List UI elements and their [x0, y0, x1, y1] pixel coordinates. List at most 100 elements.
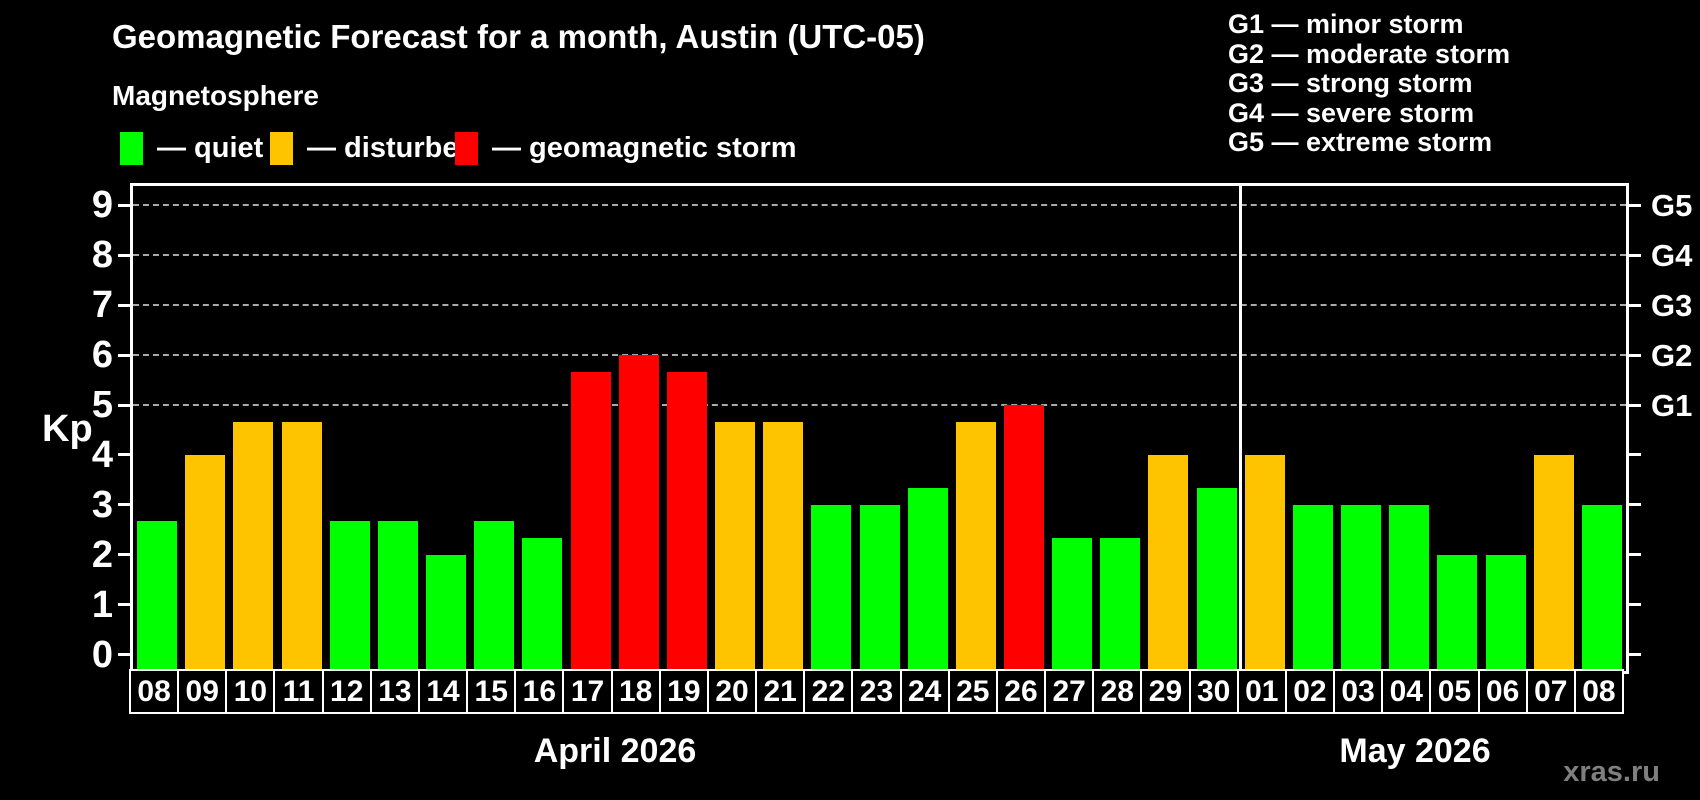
- month-label-april: April 2026: [533, 732, 697, 770]
- day-label-apr-15: 15: [466, 669, 517, 714]
- day-label-apr-29: 29: [1140, 669, 1191, 714]
- day-label-apr-25: 25: [947, 669, 998, 714]
- bar-apr-16: [522, 538, 563, 671]
- left-axis-tick-1: [118, 603, 130, 607]
- right-axis-tick-2: [1626, 553, 1641, 557]
- bar-apr-20: [715, 421, 756, 671]
- g-legend-item-g2: G2 — moderate storm: [1228, 38, 1511, 69]
- left-axis-tick-7: [118, 303, 130, 307]
- legend-label-quiet: — quiet: [157, 132, 264, 164]
- day-label-apr-20: 20: [706, 669, 758, 714]
- day-label-apr-21: 21: [755, 669, 806, 714]
- bar-may-03: [1341, 504, 1382, 671]
- bar-apr-30: [1196, 488, 1237, 671]
- bar-apr-08: [137, 521, 178, 671]
- right-axis-label-g2: G2: [1651, 338, 1693, 374]
- bar-apr-13: [377, 521, 418, 671]
- day-label-may-03: 03: [1333, 669, 1384, 714]
- y-axis-label-1: 1: [91, 583, 113, 626]
- magnetosphere-legend-title: Magnetosphere: [112, 80, 319, 111]
- left-axis-tick-8: [118, 253, 130, 257]
- day-label-may-02: 02: [1284, 669, 1336, 714]
- day-label-may-01: 01: [1236, 669, 1287, 714]
- gridline-kp8: [133, 254, 1626, 257]
- day-label-may-05: 05: [1429, 669, 1480, 714]
- disturbed-color-swatch: [270, 132, 293, 165]
- legend-item-quiet: — quiet: [120, 132, 263, 165]
- left-axis-tick-9: [118, 203, 130, 207]
- day-label-apr-09: 09: [177, 669, 228, 714]
- right-axis-label-g4: G4: [1651, 238, 1693, 274]
- storm-color-swatch: [455, 132, 478, 165]
- day-label-apr-10: 10: [225, 669, 276, 714]
- y-axis-title: Kp: [42, 408, 93, 450]
- bar-apr-26: [1003, 405, 1044, 671]
- bar-may-04: [1389, 504, 1430, 671]
- g-legend-item-g5: G5 — extreme storm: [1228, 127, 1493, 157]
- y-axis-label-3: 3: [91, 483, 113, 526]
- bar-may-01: [1244, 454, 1285, 671]
- bar-apr-25: [955, 421, 996, 671]
- bar-apr-28: [1100, 538, 1141, 671]
- day-label-apr-30: 30: [1188, 669, 1239, 714]
- y-axis-label-5: 5: [91, 384, 113, 427]
- gridline-kp9: [133, 204, 1626, 207]
- day-label-apr-12: 12: [321, 669, 372, 714]
- chart-title: Geomagnetic Forecast for a month, Austin…: [112, 18, 925, 55]
- day-label-apr-28: 28: [1092, 669, 1143, 714]
- day-label-apr-13: 13: [369, 669, 420, 714]
- legend-label-disturbed: — disturbed: [307, 132, 477, 164]
- y-axis-label-4: 4: [91, 433, 113, 476]
- right-axis-label-g1: G1: [1651, 388, 1693, 424]
- g-scale-legend: G1 — minor storm G2 — moderate storm G3 …: [1228, 9, 1511, 158]
- day-label-apr-26: 26: [995, 669, 1047, 714]
- gridline-kp7: [133, 304, 1626, 307]
- month-separator: [1239, 186, 1243, 671]
- left-axis-tick-3: [118, 503, 130, 507]
- watermark: xras.ru: [1563, 756, 1660, 788]
- day-label-apr-16: 16: [514, 669, 565, 714]
- g-legend-item-g3: G3 — strong storm: [1228, 68, 1473, 98]
- plot-area: 0 1 2 3 4 5 6 7 8 9 G1 G2 G3 G4 G5: [92, 183, 1692, 674]
- day-label-apr-14: 14: [417, 669, 469, 714]
- bar-apr-22: [811, 504, 852, 671]
- right-axis-tick-7: [1626, 303, 1641, 307]
- y-axis-label-8: 8: [91, 234, 113, 277]
- day-label-apr-18: 18: [610, 669, 661, 714]
- right-axis-tick-9: [1626, 203, 1641, 207]
- right-axis-tick-6: [1626, 353, 1641, 357]
- legend-label-storm: — geomagnetic storm: [492, 132, 797, 164]
- bar-apr-11: [281, 421, 322, 671]
- bar-apr-21: [763, 421, 804, 671]
- bar-apr-12: [329, 521, 370, 671]
- right-axis-tick-4: [1626, 453, 1641, 457]
- left-axis-tick-0: [118, 653, 130, 657]
- left-axis-tick-6: [118, 353, 130, 357]
- day-label-apr-23: 23: [851, 669, 902, 714]
- y-axis-label-9: 9: [91, 184, 113, 227]
- bar-may-06: [1485, 554, 1526, 671]
- left-axis-tick-5: [118, 403, 130, 407]
- bar-may-05: [1437, 554, 1478, 671]
- bar-may-02: [1292, 504, 1333, 671]
- day-label-apr-08: 08: [129, 669, 180, 714]
- x-axis-day-labels: 08 09 10 11 12 13 14 15 16 17 18 19 20 21 22 23 24 25 26 27…: [129, 669, 1624, 714]
- y-axis-label-2: 2: [91, 533, 113, 576]
- g-legend-item-g1: G1 — minor storm: [1228, 9, 1464, 39]
- quiet-color-swatch: [120, 132, 143, 165]
- bar-apr-23: [859, 504, 900, 671]
- y-axis-label-7: 7: [91, 284, 113, 327]
- bar-apr-14: [426, 554, 467, 671]
- bar-may-08: [1581, 504, 1622, 671]
- bar-apr-27: [1052, 538, 1093, 671]
- g-legend-item-g4: G4 — severe storm: [1228, 97, 1475, 128]
- day-label-apr-19: 19: [658, 669, 709, 714]
- month-label-may: May 2026: [1339, 732, 1491, 770]
- bar-apr-19: [666, 371, 707, 671]
- right-axis-tick-3: [1626, 503, 1641, 507]
- day-label-may-04: 04: [1381, 669, 1432, 714]
- day-label-may-07: 07: [1525, 669, 1576, 714]
- bar-apr-10: [233, 421, 274, 671]
- right-axis-label-g5: G5: [1651, 188, 1693, 224]
- bar-apr-24: [907, 488, 948, 671]
